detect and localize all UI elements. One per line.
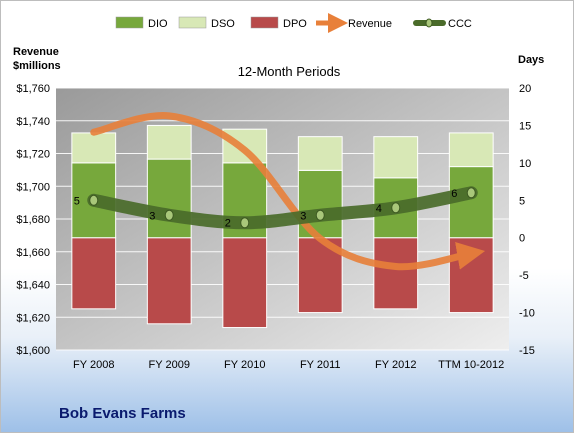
bar-dso (448, 132, 494, 168)
legend-marker (425, 18, 433, 28)
legend-label: DSO (211, 18, 235, 30)
bar-dso (373, 136, 419, 179)
legend: DIO DSO DPO Revenue CCC (115, 13, 472, 33)
left-tick-label: $1,640 (16, 280, 50, 292)
bar-dso (71, 132, 117, 164)
right-tick-label: -10 (519, 308, 535, 320)
right-tick-label: -15 (519, 345, 535, 357)
bar-dpo (448, 237, 494, 314)
x-tick-label: FY 2008 (73, 359, 114, 371)
ccc-data-label: 2 (225, 218, 231, 230)
right-tick-label: 0 (519, 233, 525, 245)
left-axis-title-line2: $millions (13, 60, 61, 72)
ccc-point (391, 202, 401, 214)
bar-marks (71, 124, 494, 329)
legend-label: Revenue (348, 18, 392, 30)
ccc-data-label: 3 (300, 210, 306, 222)
bar-dso (146, 124, 192, 160)
left-axis-title-line1: Revenue (13, 46, 59, 58)
legend-label: CCC (448, 18, 472, 30)
axes: $1,600 $1,620 $1,640 $1,660 $1,680 $1,700 $1,7… (16, 83, 535, 371)
right-tick-label: 5 (519, 195, 525, 207)
line-marks: 5 3 2 3 4 6 (74, 112, 486, 271)
left-tick-label: $1,740 (16, 116, 50, 128)
x-tick-label: FY 2011 (300, 359, 341, 371)
x-tick-label: FY 2012 (375, 359, 416, 371)
ccc-data-label: 6 (451, 188, 457, 200)
left-tick-label: $1,700 (16, 181, 50, 193)
right-axis-title: Days (518, 54, 544, 66)
legend-swatch (115, 16, 144, 29)
ccc-data-label: 4 (376, 203, 382, 215)
right-tick-label: -5 (519, 270, 529, 282)
right-tick-label: 20 (519, 83, 531, 95)
bar-dpo (222, 237, 268, 329)
company-name: Bob Evans Farms (59, 405, 186, 422)
x-tick-label: FY 2009 (149, 359, 190, 371)
right-tick-label: 15 (519, 120, 531, 132)
revenue-line (90, 112, 486, 271)
legend-label: DIO (148, 18, 168, 30)
ccc-point (240, 217, 250, 229)
left-tick-label: $1,660 (16, 247, 50, 259)
bar-dpo (146, 237, 192, 325)
left-tick-label: $1,620 (16, 312, 50, 324)
left-tick-label: $1,760 (16, 83, 50, 95)
ccc-data-label: 5 (74, 195, 80, 207)
legend-swatch (250, 16, 279, 29)
ccc-point (89, 194, 99, 206)
left-tick-label: $1,720 (16, 149, 50, 161)
right-tick-label: 10 (519, 158, 531, 170)
legend-swatch (178, 16, 207, 29)
left-tick-label: $1,680 (16, 214, 50, 226)
ccc-point (466, 187, 476, 199)
legend-label: DPO (283, 18, 307, 30)
bar-dio (146, 158, 192, 239)
bar-dpo (71, 237, 117, 310)
ccc-point (164, 209, 174, 221)
left-tick-label: $1,600 (16, 345, 50, 357)
x-tick-label: TTM 10-2012 (438, 359, 504, 371)
bar-dpo (373, 237, 419, 310)
ccc-line (87, 186, 478, 230)
ccc-point (315, 209, 325, 221)
chart-title: 12-Month Periods (238, 64, 341, 79)
x-tick-label: FY 2010 (224, 359, 265, 371)
bar-dso (297, 136, 343, 171)
ccc-data-label: 3 (149, 210, 155, 222)
